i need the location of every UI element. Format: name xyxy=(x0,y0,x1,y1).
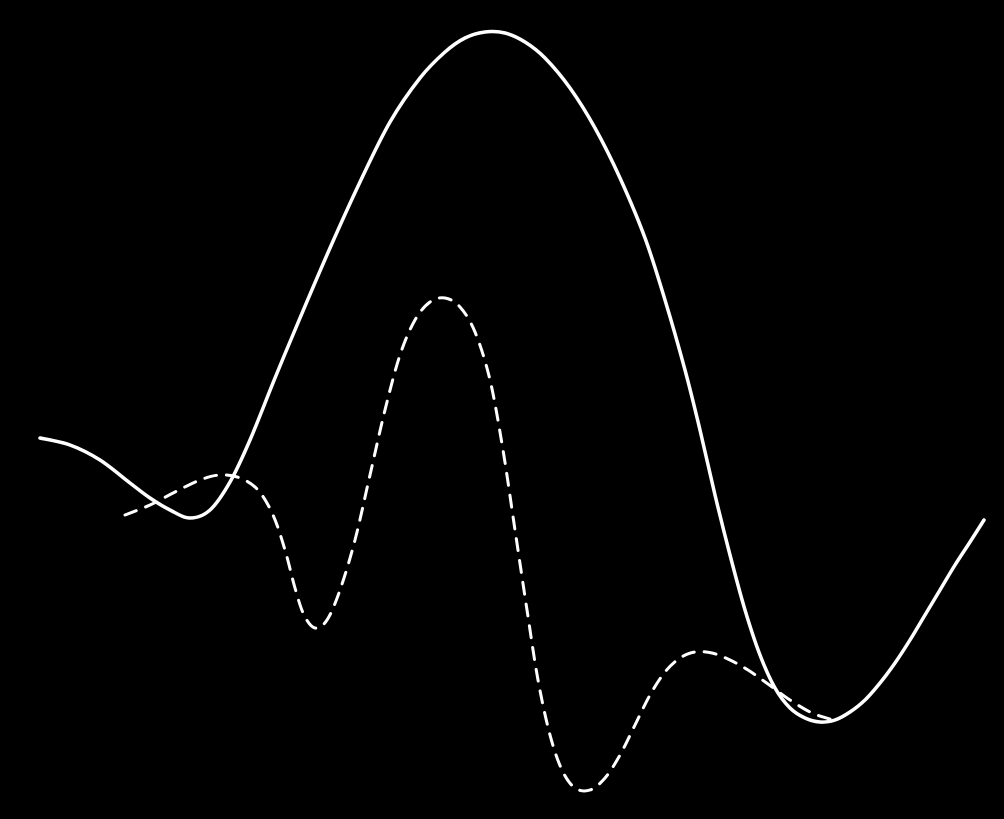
chart-svg xyxy=(0,0,1004,819)
curve-chart xyxy=(0,0,1004,819)
chart-background xyxy=(0,0,1004,819)
